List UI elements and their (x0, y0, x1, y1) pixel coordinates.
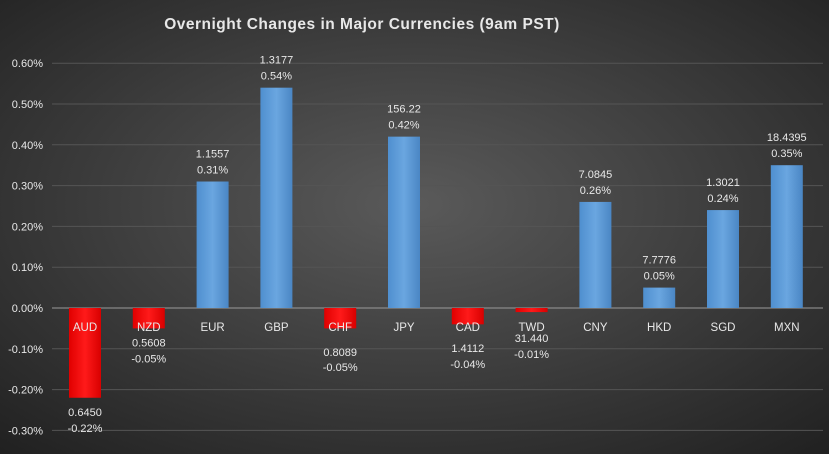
category-label: GBP (264, 322, 289, 334)
grid: 0.60% 0.50% 0.40% 0.30% 0.20% 0.10% 0.00% -0.10… (8, 58, 823, 437)
category-label: NZD (137, 322, 161, 334)
value-label: -0.04% (450, 359, 485, 371)
bar-aud (69, 308, 101, 398)
bar-jpy (388, 136, 420, 308)
bar-cny (579, 201, 612, 308)
rate-label: 7.0845 (579, 169, 613, 181)
rate-label: 7.7776 (642, 255, 676, 267)
y-tick-label: 0.10% (12, 262, 43, 274)
bar-sgd (707, 210, 739, 308)
value-label: 0.24% (707, 193, 738, 205)
category-label: EUR (200, 322, 224, 334)
category-label: CHF (328, 322, 352, 334)
value-label: -0.22% (68, 423, 103, 435)
value-label: -0.05% (131, 353, 166, 365)
rate-label: 31.440 (515, 333, 549, 345)
category-label: HKD (647, 322, 671, 334)
y-tick-label: -0.30% (8, 425, 43, 437)
value-label: 0.26% (580, 185, 611, 197)
category-label: CAD (456, 322, 480, 334)
bar-mxn (770, 165, 803, 308)
labels: AUD 0.6450 -0.22% NZD 0.5608 -0.05% EUR 1.1557 0… (68, 55, 807, 435)
y-tick-label: -0.10% (8, 344, 43, 356)
bar-eur (196, 181, 229, 308)
y-tick-label: -0.20% (8, 385, 43, 397)
bar-nzd (132, 308, 165, 329)
value-label: -0.01% (514, 349, 549, 361)
rate-label: 1.3177 (260, 55, 294, 67)
rate-label: 1.1557 (196, 149, 230, 161)
y-tick-label: 0.30% (12, 181, 43, 193)
rate-label: 0.6450 (68, 407, 102, 419)
rate-label: 156.22 (387, 104, 421, 116)
category-label: CNY (583, 322, 608, 334)
y-tick-label: 0.40% (12, 140, 43, 152)
value-label: 0.42% (388, 120, 419, 132)
category-label: MXN (774, 322, 800, 334)
bar-gbp (260, 87, 293, 309)
bars (69, 87, 803, 398)
category-label: JPY (393, 322, 414, 334)
value-label: 0.31% (197, 165, 228, 177)
bar-hkd (643, 287, 676, 308)
bar-twd (515, 308, 548, 313)
rate-label: 18.4395 (767, 132, 807, 144)
value-label: 0.05% (644, 271, 675, 283)
category-label: TWD (519, 322, 545, 334)
value-label: 0.35% (771, 148, 802, 160)
y-tick-label: 0.00% (12, 303, 43, 315)
chart-title: Overnight Changes in Major Currencies (9… (164, 16, 560, 33)
rate-label: 1.3021 (706, 177, 740, 189)
category-label: SGD (711, 322, 736, 334)
rate-label: 1.4112 (451, 343, 484, 355)
rate-label: 0.5608 (132, 337, 166, 349)
value-label: 0.54% (261, 71, 292, 83)
y-tick-label: 0.50% (12, 99, 43, 111)
rate-label: 0.8089 (323, 347, 357, 359)
bar-chf (324, 308, 357, 329)
category-label: AUD (73, 322, 97, 334)
value-label: -0.05% (323, 362, 358, 374)
bar-cad (451, 308, 484, 325)
y-tick-label: 0.60% (12, 58, 43, 70)
y-tick-label: 0.20% (12, 221, 43, 233)
